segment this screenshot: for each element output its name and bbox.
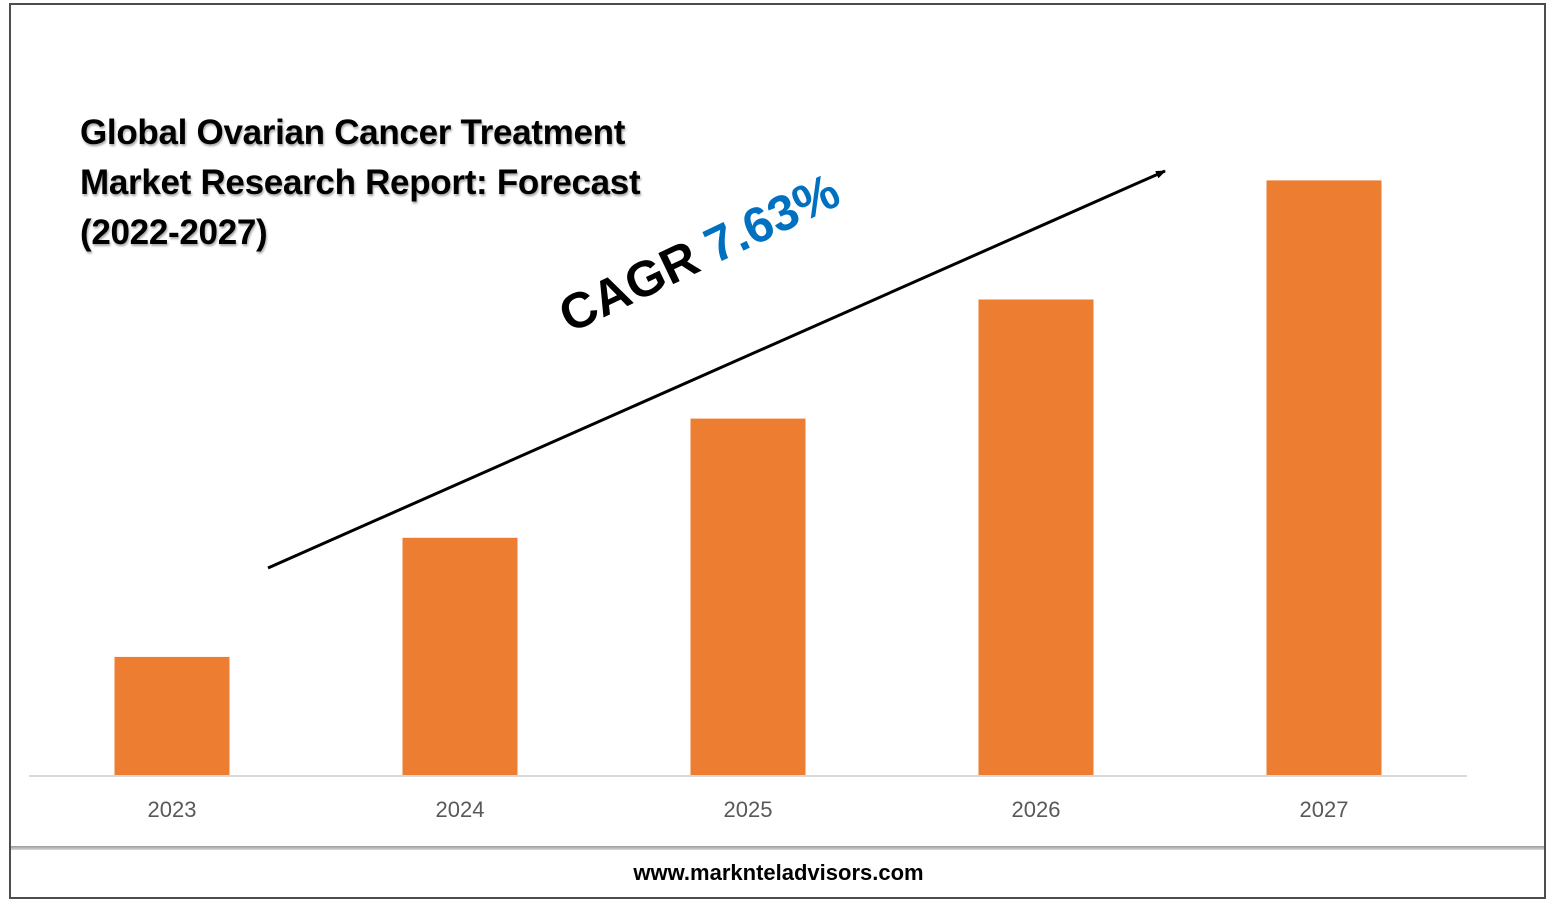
x-tick-label-2024: 2024 <box>436 797 485 822</box>
bar-2023 <box>114 656 230 776</box>
x-tick-label-2023: 2023 <box>148 797 197 822</box>
chart-title: Global Ovarian Cancer Treatment Market R… <box>80 113 641 252</box>
x-tick-label-2026: 2026 <box>1012 797 1061 822</box>
x-tick-label-2027: 2027 <box>1300 797 1349 822</box>
x-tick-label-2025: 2025 <box>724 797 773 822</box>
bar-2025 <box>690 418 806 776</box>
trend-arrow <box>267 169 1166 570</box>
footer-divider <box>11 846 1544 850</box>
bar-2026 <box>978 299 1094 776</box>
bar-2027 <box>1266 180 1382 776</box>
bar-2024 <box>402 537 518 776</box>
footer-url: www.marknteladvisors.com <box>633 860 924 885</box>
